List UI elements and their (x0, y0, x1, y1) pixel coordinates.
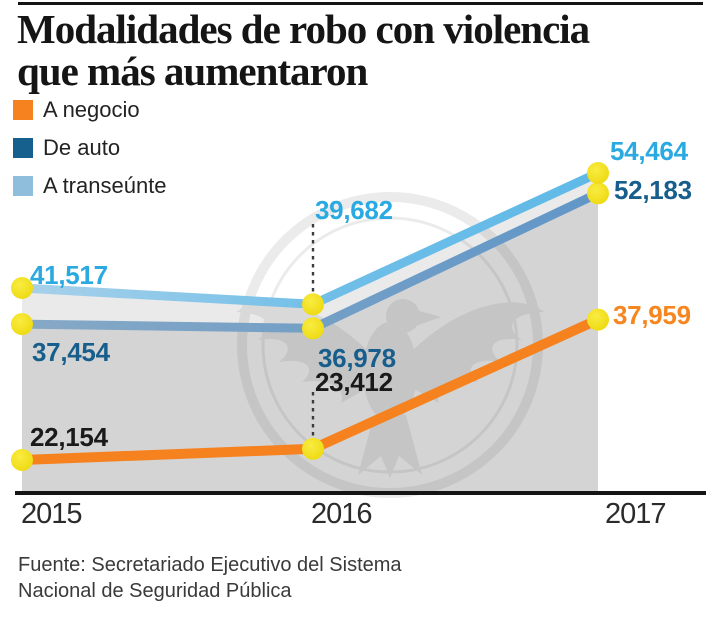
legend-swatch-a-negocio (13, 99, 33, 120)
legend-label: A transeúnte (43, 173, 167, 198)
legend-label: A negocio (43, 97, 140, 122)
value-label-A transeúnte-2017: 54,464 (610, 136, 688, 166)
value-label-A negocio-2017: 37,959 (613, 299, 691, 330)
value-label-A negocio-2016: 23,412 (315, 366, 393, 397)
legend: A negocio De auto A transeúnte (13, 99, 167, 213)
data-point-A transeúnte-2017 (587, 162, 609, 184)
legend-item-de-auto: De auto (13, 135, 167, 160)
value-label-De auto-2017: 52,183 (614, 175, 692, 206)
title-line-2: que más aumentaron (17, 48, 368, 94)
value-label-A negocio-2015: 22,154 (30, 422, 108, 452)
data-point-A transeúnte-2016 (302, 293, 324, 316)
top-rule (18, 2, 703, 5)
area-de-auto (22, 193, 598, 492)
data-point-A negocio-2017 (587, 308, 609, 331)
source-note: Fuente: Secretariado Ejecutivo del Siste… (18, 552, 402, 604)
data-point-De auto-2015 (11, 313, 33, 336)
value-label-A transeúnte-2015: 41,517 (30, 260, 108, 290)
x-tick-2015: 2015 (21, 498, 83, 530)
page-title: Modalidades de robo con violencia que má… (17, 8, 707, 92)
x-tick-2017: 2017 (605, 498, 667, 530)
value-label-De auto-2015: 37,454 (32, 337, 110, 368)
source-line-1: Fuente: Secretariado Ejecutivo del Siste… (18, 554, 402, 576)
legend-item-a-transeunte: A transeúnte (13, 173, 167, 198)
data-point-A negocio-2016 (302, 437, 324, 460)
data-point-De auto-2017 (587, 182, 609, 205)
legend-swatch-a-transeunte (13, 175, 33, 196)
legend-item-a-negocio: A negocio (13, 97, 167, 122)
data-point-A transeúnte-2015 (11, 277, 33, 299)
value-label-De auto-2016: 36,978 (318, 343, 396, 374)
x-tick-2016: 2016 (311, 498, 373, 530)
legend-swatch-de-auto (13, 137, 33, 158)
title-line-1: Modalidades de robo con violencia (17, 6, 590, 52)
data-point-A negocio-2015 (11, 449, 33, 471)
data-point-De auto-2016 (302, 317, 324, 340)
source-line-2: Nacional de Seguridad Pública (18, 580, 292, 602)
value-label-A transeúnte-2016: 39,682 (315, 195, 393, 226)
legend-label: De auto (43, 135, 121, 160)
